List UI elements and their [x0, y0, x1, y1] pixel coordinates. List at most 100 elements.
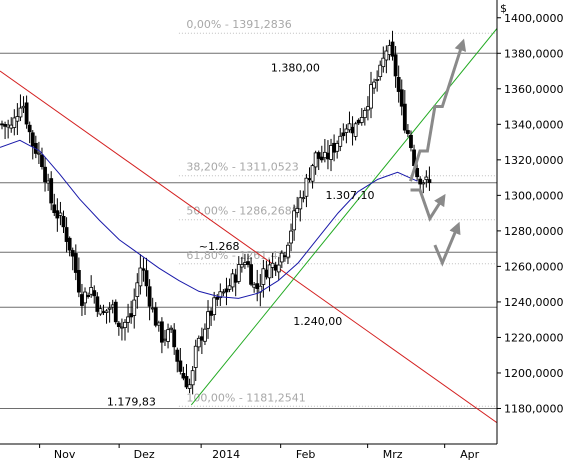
candle-body	[169, 327, 174, 330]
candle-body	[12, 117, 17, 128]
candle-body	[319, 156, 324, 161]
candle-body	[286, 244, 290, 258]
candle-body	[138, 267, 143, 287]
candle-body	[107, 307, 112, 310]
candle-body	[415, 168, 420, 178]
y-tick-label: 1180,0000	[504, 402, 564, 415]
candle-body	[384, 50, 389, 61]
annotation-1268: ~1.268	[199, 240, 240, 253]
candle-body	[409, 134, 413, 148]
candle-body	[80, 294, 84, 306]
candle-body	[129, 313, 134, 318]
candle-body	[43, 166, 47, 183]
candle-body	[55, 210, 60, 219]
candle-body	[104, 310, 109, 313]
candle-body	[184, 376, 189, 388]
candle-body	[21, 105, 26, 109]
y-tick-label: 1240,0000	[504, 296, 564, 309]
candle-body	[156, 322, 161, 326]
candle-body	[332, 142, 336, 153]
candle-body	[230, 273, 235, 288]
candle-body	[190, 370, 195, 386]
candle-body	[40, 154, 44, 168]
y-tick-label: 1400,0000	[504, 12, 564, 25]
candle-body	[264, 269, 269, 278]
candle-body	[126, 316, 130, 323]
candle-body	[15, 116, 20, 122]
candle-body	[378, 64, 383, 78]
candle-body	[362, 110, 367, 119]
candle-body	[215, 296, 220, 300]
candle-body	[166, 329, 170, 342]
candle-body	[313, 152, 318, 168]
candle-body	[350, 126, 355, 134]
candle-body	[402, 103, 407, 131]
candle-body	[227, 285, 232, 290]
candle-body	[338, 135, 343, 147]
candle-body	[372, 81, 376, 89]
candle-body	[120, 326, 124, 329]
candle-body	[98, 308, 103, 315]
candle-body	[153, 307, 158, 326]
currency-symbol: $	[500, 2, 507, 15]
candle-body	[322, 151, 327, 159]
candle-body	[249, 264, 253, 285]
scenario-arrow-0	[409, 38, 467, 182]
y-tick-label: 1300,0000	[504, 189, 564, 202]
candle-body	[359, 117, 364, 123]
candle-body	[144, 270, 149, 287]
candle-body	[172, 329, 177, 348]
scenario-arrow-2	[433, 221, 461, 267]
moving-average-line	[0, 139, 418, 299]
x-tick-label: Apr	[460, 448, 480, 461]
x-tick-label: Dez	[134, 448, 155, 461]
fib-label-2: 50,00% - 1286,2688	[186, 205, 298, 218]
y-tick-label: 1280,0000	[504, 225, 564, 238]
candle-body	[0, 123, 4, 126]
candle-body	[393, 54, 398, 77]
y-tick-label: 1220,0000	[504, 331, 564, 344]
candle-body	[101, 311, 106, 313]
candle-body	[67, 237, 72, 251]
candle-body	[418, 178, 423, 185]
candle-body	[326, 152, 330, 160]
candle-body	[369, 84, 373, 109]
candle-body	[46, 180, 51, 184]
candle-body	[366, 106, 370, 111]
y-tick-label: 1340,0000	[504, 118, 564, 131]
candle-body	[356, 119, 361, 124]
candle-body	[3, 124, 7, 127]
candle-body	[375, 79, 380, 81]
candle-body	[270, 262, 275, 268]
candle-body	[347, 123, 352, 131]
candle-body	[27, 124, 32, 133]
candle-body	[150, 307, 155, 310]
y-tick-label: 1200,0000	[504, 367, 564, 380]
candle-body	[132, 299, 137, 316]
candle-body	[298, 197, 303, 210]
candle-body	[116, 322, 121, 327]
candle-body	[209, 310, 213, 316]
x-tick-label: 2014	[212, 448, 240, 461]
candle-body	[224, 288, 229, 293]
candle-body	[175, 349, 180, 362]
candle-body	[135, 282, 140, 297]
candle-body	[310, 165, 315, 182]
candle-body	[295, 208, 300, 214]
candle-body	[427, 179, 432, 183]
plot-background	[0, 0, 497, 444]
candle-body	[252, 284, 257, 288]
annotation-1307: 1.307,10	[326, 189, 375, 202]
candle-body	[329, 145, 333, 160]
candle-body	[61, 215, 66, 228]
candle-body	[159, 321, 164, 343]
candle-body	[199, 336, 204, 341]
candle-body	[381, 57, 386, 68]
candle-body	[273, 264, 278, 271]
candle-body	[243, 262, 247, 265]
candle-body	[316, 152, 321, 159]
candle-body	[307, 178, 312, 181]
candle-body	[301, 197, 306, 200]
candle-body	[390, 41, 395, 57]
